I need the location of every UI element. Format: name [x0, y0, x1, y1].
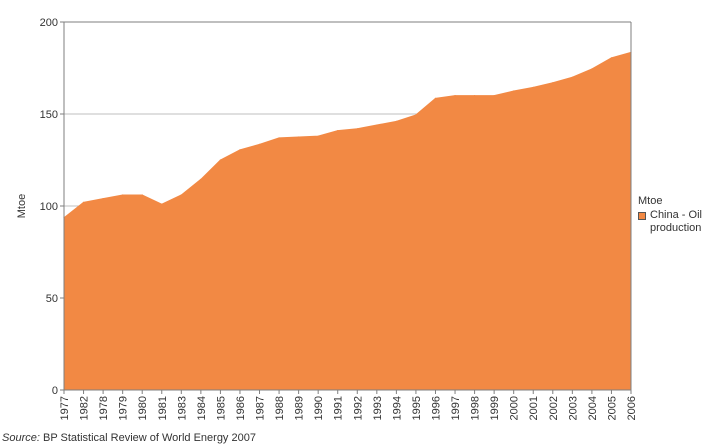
x-tick-label: 1986 — [235, 396, 247, 420]
x-tick-label: 1984 — [196, 396, 208, 420]
data-point — [180, 194, 182, 196]
x-tick-label: 1997 — [450, 396, 462, 420]
data-point — [278, 137, 280, 139]
x-tick-label: 2002 — [548, 396, 560, 420]
x-tick-label: 1981 — [157, 396, 169, 420]
legend-swatch — [638, 212, 646, 220]
x-tick-label: 2003 — [567, 396, 579, 420]
x-tick-label: 1988 — [274, 396, 286, 420]
data-point — [454, 95, 456, 97]
y-tick-label: 0 — [52, 385, 58, 397]
x-tick-label: 2000 — [509, 396, 521, 420]
data-point — [102, 198, 104, 200]
source-text: BP Statistical Review of World Energy 20… — [42, 432, 256, 444]
data-point — [434, 97, 437, 99]
legend-entry-label: China - Oil production — [650, 209, 702, 234]
data-point — [141, 194, 143, 196]
x-tick-label: 2004 — [587, 396, 599, 420]
area-series — [63, 51, 632, 391]
x-tick-label: 1983 — [176, 396, 188, 420]
legend-entry: China - Oil production — [638, 209, 706, 235]
x-tick-label: 1992 — [352, 396, 364, 420]
data-point — [219, 159, 222, 161]
x-tick-label: 2001 — [528, 396, 540, 420]
x-tick-label: 1985 — [215, 396, 227, 420]
y-axis-label: Mtoe — [16, 194, 28, 218]
data-point — [161, 203, 163, 205]
x-tick-label: 1995 — [411, 396, 423, 420]
x-tick-label: 1989 — [294, 396, 306, 420]
area-fill — [64, 52, 631, 391]
area-line — [63, 51, 632, 219]
x-tick-label: 1994 — [391, 396, 403, 420]
x-tick-label: 1996 — [430, 396, 442, 420]
source-note: Source: BP Statistical Review of World E… — [2, 432, 256, 444]
x-tick-label: 2005 — [606, 396, 618, 420]
x-tick-label: 1998 — [470, 396, 482, 420]
data-point — [82, 201, 85, 203]
x-tick-label: 1978 — [98, 396, 110, 420]
legend-title: Mtoe — [638, 195, 663, 207]
x-tick-label: 1987 — [255, 396, 267, 420]
x-tick-label: 1999 — [489, 396, 501, 420]
data-point — [239, 149, 241, 151]
axes: 0 50 100 150 200 1977 1982 1978 1979 1980 1981 1983… — [40, 17, 638, 420]
data-point — [473, 95, 476, 97]
x-tick-label: 2006 — [626, 396, 638, 420]
data-point — [493, 95, 495, 97]
y-tick-label: 100 — [40, 201, 58, 213]
x-tick-label: 1991 — [333, 396, 345, 420]
data-point — [571, 76, 573, 78]
data-point — [415, 114, 417, 116]
data-point — [200, 178, 202, 180]
data-point — [298, 136, 300, 138]
x-tick-label: 1990 — [313, 396, 325, 420]
data-point — [591, 68, 593, 70]
x-tick-label: 1982 — [79, 396, 91, 420]
x-tick-label: 1980 — [137, 396, 149, 420]
legend: Mtoe China - Oil production — [638, 195, 706, 235]
source-label: Source: — [2, 432, 40, 444]
data-point — [337, 129, 339, 132]
y-tick-label: 50 — [46, 293, 58, 305]
data-point — [395, 120, 397, 122]
data-point — [258, 143, 261, 145]
data-point — [513, 90, 515, 92]
x-tick-label: 1993 — [372, 396, 384, 420]
y-tick-label: 200 — [40, 17, 58, 29]
data-point — [532, 86, 534, 88]
data-point — [552, 82, 554, 84]
data-point — [122, 194, 124, 196]
data-point — [610, 57, 613, 59]
data-point — [356, 128, 358, 130]
x-tick-label: 1979 — [118, 396, 130, 420]
data-point — [317, 135, 319, 137]
data-point — [376, 124, 378, 126]
y-tick-label: 150 — [40, 109, 58, 121]
x-tick-label: 1977 — [59, 396, 71, 420]
